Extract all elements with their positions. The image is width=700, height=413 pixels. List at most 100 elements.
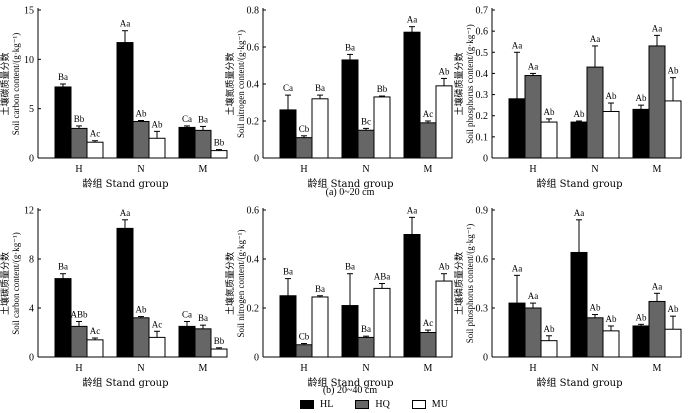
chart6-y-tick-label: 0.6 [476, 255, 489, 266]
chart6-data-label: Aa [528, 291, 539, 301]
chart4-y-tick-label: 12 [24, 206, 34, 217]
chart4-bar-mu [86, 339, 104, 358]
chart1-y-tick-label: 0 [29, 154, 34, 165]
chart1-bar-hq [70, 127, 88, 159]
chart6-data-label: Ab [668, 304, 679, 314]
chart4-y-tick-label: 0 [29, 353, 34, 364]
chart6-x-tick-label: N [591, 363, 598, 374]
chart3-data-label: Ab [636, 93, 647, 103]
chart6-data-label: Ab [590, 303, 601, 313]
chart5-bar-hl [403, 234, 421, 358]
chart6-bar-hl [570, 251, 588, 358]
chart6-data-label: Aa [574, 208, 585, 218]
chart4-y-axis-title-cn: 土壤碳质量分数 [0, 252, 11, 315]
chart1-bar-mu [86, 141, 104, 159]
chart3-data-label: Ab [668, 66, 679, 76]
chart5-x-axis-title: 龄组 Stand group [307, 376, 393, 389]
chart2-bar-hl [403, 31, 421, 159]
chart1-data-label: Bb [214, 138, 225, 148]
chart2-bar-hq [419, 122, 437, 159]
chart2-data-label: Ab [439, 66, 450, 76]
chart2-bar-mu [311, 98, 329, 159]
chart2-data-label: Ac [423, 109, 434, 119]
chart2-y-tick-label: 0 [254, 154, 259, 165]
chart3-y-tick-label: 0.4 [476, 69, 489, 80]
chart1-data-label: Ba [58, 72, 68, 82]
chart1-data-label: Ab [152, 119, 163, 129]
legend-swatch-mu [411, 399, 426, 409]
chart6-bar-hq [586, 317, 604, 358]
chart4-data-label: Ba [58, 262, 68, 272]
chart1-bar-hq [194, 129, 212, 159]
chart4-data-label: Bb [214, 336, 225, 346]
chart4-bar-hl [178, 325, 196, 358]
chart6-bar-hl [508, 302, 526, 358]
chart3-y-axis-title: Soil phosphorus content/(g·kg⁻¹) [465, 24, 475, 143]
chart3-data-label: Aa [652, 23, 663, 33]
chart3-data-label: Ab [574, 109, 585, 119]
chart1-bar-hl [54, 86, 72, 159]
chart5-data-label: Ac [423, 318, 434, 328]
chart5-data-label: Ba [345, 262, 355, 272]
chart3-y-tick-label: 0.7 [476, 6, 489, 17]
chart4-data-label: Ab [136, 305, 147, 315]
chart3-x-tick-label: H [529, 164, 536, 175]
chart6-x-axis-title: 龄组 Stand group [536, 376, 622, 389]
chart3-bar-hq [586, 66, 604, 159]
chart5-y-axis-title-cn: 土壤氮质量分数 [224, 252, 236, 315]
legend-label-hl: HL [320, 398, 334, 410]
chart3-bar-hl [570, 121, 588, 159]
chart5-y-tick-label: 0 [254, 353, 259, 364]
chart5-y-tick-label: 0.6 [247, 206, 260, 217]
chart4-data-label: Ca [182, 309, 192, 319]
chart6-bar-mu [602, 330, 620, 358]
chart2-data-label: Ba [315, 83, 325, 93]
chart5-x-tick-label: M [424, 363, 433, 374]
chart2-x-tick-label: M [424, 164, 433, 175]
chart3-data-label: Ab [544, 107, 555, 117]
chart5-bar-mu [435, 280, 453, 358]
chart6-data-label: Ab [544, 324, 555, 334]
chart2-bar-hl [279, 109, 297, 159]
chart5-y-axis-title: Soil nitrogen content/(g·kg⁻¹) [236, 230, 246, 338]
chart5-y-tick-label: 0.4 [247, 255, 260, 266]
chart4-y-tick-label: 8 [29, 255, 34, 266]
chart3-y-tick-label: 0.5 [476, 48, 489, 59]
chart3-bar-hq [524, 75, 542, 159]
chart1-y-tick-label: 15 [24, 6, 34, 17]
chart2-x-tick-label: N [362, 164, 369, 175]
chart4-bar-hq [194, 328, 212, 358]
chart3-y-tick-label: 0 [483, 154, 488, 165]
legend-label-hq: HQ [375, 398, 390, 410]
chart6-data-label: Aa [512, 263, 523, 273]
chart2-x-axis-title: 龄组 Stand group [307, 177, 393, 190]
chart4-x-tick-label: N [137, 363, 144, 374]
chart4-x-tick-label: M [199, 363, 208, 374]
chart6-bar-hq [524, 307, 542, 358]
chart5-data-label: ABa [374, 272, 391, 282]
chart3-y-axis-title-cn: 土壤磷质量分数 [453, 52, 465, 115]
chart1-data-label: Ac [90, 129, 101, 139]
chart4-bar-hl [54, 278, 72, 358]
chart3-bar-mu [540, 121, 558, 159]
chart3-bar-mu [664, 100, 682, 159]
legend-label-mu: MU [431, 398, 448, 410]
chart1-bar-mu [148, 137, 166, 159]
chart6-y-axis-title: Soil phosphorus content/(g·kg⁻¹) [465, 224, 475, 343]
chart5-bar-hq [419, 332, 437, 358]
chart4-x-tick-label: H [75, 363, 82, 374]
chart2-y-tick-label: 0.8 [247, 6, 260, 17]
chart4-bar-mu [210, 348, 228, 358]
chart6-y-tick-label: 0.3 [476, 304, 489, 315]
chart6-bar-hl [632, 325, 650, 358]
chart4-x-axis-title: 龄组 Stand group [82, 376, 168, 389]
chart3-data-label: Ab [606, 91, 617, 101]
legend: HL HQ MU [300, 398, 470, 410]
chart2-x-tick-label: H [300, 164, 307, 175]
chart4-data-label: Aa [120, 208, 131, 218]
chart5-bar-hq [357, 336, 375, 358]
chart2-data-label: Ba [345, 42, 355, 52]
chart2-data-label: Cb [299, 124, 310, 134]
chart3-x-tick-label: M [653, 164, 662, 175]
chart4-bar-hl [116, 227, 134, 358]
